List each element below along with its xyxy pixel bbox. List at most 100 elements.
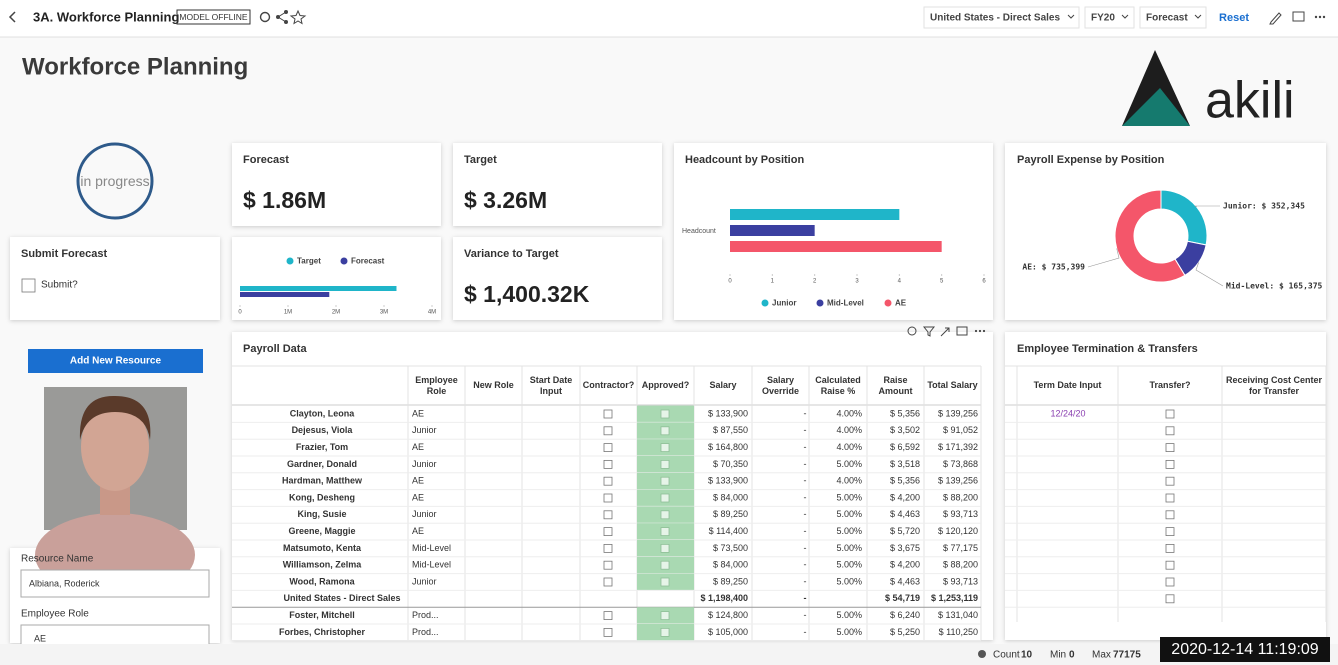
checkbox[interactable] — [660, 510, 670, 520]
checkbox[interactable] — [660, 544, 670, 553]
reset-button[interactable]: Reset — [1219, 12, 1249, 24]
legend-swatch — [286, 257, 294, 265]
checkbox[interactable] — [1165, 459, 1175, 469]
checkbox[interactable] — [1165, 493, 1175, 503]
checkbox[interactable] — [603, 409, 613, 419]
column-header-wrap: New Role — [473, 380, 514, 390]
table-cell: 5.00% — [836, 492, 862, 502]
table-cell: 5.00% — [836, 560, 862, 570]
table-cell: $ 4,200 — [890, 560, 920, 570]
table-cell: - — [804, 543, 807, 553]
legend-swatch — [340, 257, 348, 265]
add-button[interactable] — [28, 349, 203, 373]
table-cell: $ 5,250 — [890, 627, 920, 637]
checkbox[interactable] — [603, 527, 613, 536]
checkbox[interactable] — [660, 577, 670, 587]
leader-line — [1194, 205, 1220, 208]
checkbox[interactable] — [660, 426, 670, 436]
table-cell: $ 73,500 — [713, 543, 748, 553]
checkbox[interactable] — [1165, 527, 1175, 536]
filter-label[interactable]: Forecast — [1146, 13, 1188, 24]
table-toolbar[interactable] — [907, 326, 968, 337]
status-text: in progress — [80, 172, 150, 189]
checkbox[interactable] — [660, 459, 670, 469]
checkbox[interactable] — [1165, 476, 1175, 486]
x-tick-label: 0 — [238, 310, 242, 316]
table-title: Payroll Data — [243, 343, 307, 355]
card — [1005, 143, 1326, 320]
checkbox[interactable] — [1165, 426, 1175, 436]
filter-box[interactable] — [1084, 6, 1135, 29]
filter-box[interactable] — [1139, 6, 1207, 29]
back-button[interactable] — [8, 11, 16, 23]
table-cell: - — [804, 627, 807, 637]
checkbox[interactable] — [603, 544, 613, 553]
checkbox[interactable] — [603, 577, 613, 587]
stat-label: Min — [1050, 650, 1066, 661]
dropdown-chevron — [1194, 14, 1202, 19]
app-title: 3A. Workforce Planning — [33, 9, 179, 24]
filter-label[interactable]: United States - Direct Sales — [930, 13, 1060, 24]
checkbox[interactable] — [1165, 443, 1175, 453]
data-label: AE: $ 735,399 — [1022, 263, 1085, 272]
checkbox[interactable] — [603, 560, 613, 570]
comment-icon[interactable] — [1292, 11, 1305, 22]
table-cell: $ 84,000 — [713, 560, 748, 570]
x-tick-label: 3M — [380, 310, 388, 316]
table-cell: Mid-Level — [412, 543, 451, 553]
checkbox[interactable] — [660, 527, 670, 536]
add-button-label[interactable]: Add New Resource — [70, 356, 162, 367]
checkbox[interactable] — [603, 628, 613, 637]
status-ring — [76, 142, 154, 220]
legend-swatch — [761, 299, 769, 307]
bar — [240, 292, 330, 297]
checkbox[interactable] — [603, 510, 613, 520]
checkbox[interactable] — [603, 426, 613, 436]
filter-label[interactable]: FY20 — [1091, 13, 1115, 24]
filter-box[interactable] — [923, 6, 1080, 29]
card — [10, 237, 220, 320]
text-input[interactable] — [20, 569, 210, 598]
more-icon[interactable] — [974, 329, 986, 333]
x-tick-label: 2 — [813, 279, 817, 285]
refresh-icon[interactable] — [259, 11, 271, 23]
more-icon[interactable] — [1314, 15, 1326, 19]
share-icon[interactable] — [276, 10, 288, 24]
card — [1005, 332, 1326, 640]
column-header-wrap: Employee Role — [415, 375, 458, 396]
checkbox[interactable] — [603, 459, 613, 469]
table-cell: $ 1,253,119 — [931, 593, 978, 603]
card — [453, 237, 662, 320]
table-cell: Frazier, Tom — [296, 442, 348, 452]
chart-title: Headcount by Position — [685, 154, 804, 166]
checkbox[interactable] — [1165, 409, 1175, 419]
checkbox[interactable] — [1165, 594, 1175, 604]
checkbox[interactable] — [660, 476, 670, 486]
table-cell: 4.00% — [836, 476, 862, 486]
column-header-wrap: Salary Override — [762, 375, 799, 395]
checkbox[interactable] — [1165, 560, 1175, 570]
x-tick-label: 3 — [855, 279, 859, 285]
column-header-wrap: Start Date Input — [530, 375, 573, 395]
checkbox[interactable] — [603, 476, 613, 486]
checkbox[interactable] — [660, 560, 670, 570]
checkbox[interactable] — [660, 443, 670, 453]
table-cell: $ 89,250 — [713, 576, 748, 586]
checkbox[interactable] — [603, 443, 613, 453]
x-tick-label: 1 — [771, 279, 775, 285]
checkbox[interactable] — [1165, 510, 1175, 520]
checkbox[interactable] — [660, 628, 670, 637]
legend-label: Forecast — [351, 257, 385, 266]
checkbox[interactable] — [660, 493, 670, 503]
checkbox[interactable] — [1165, 577, 1175, 587]
checkbox[interactable] — [603, 611, 613, 620]
star-icon[interactable] — [289, 9, 307, 25]
checkbox[interactable] — [660, 611, 670, 620]
submit-checkbox[interactable] — [21, 278, 36, 293]
checkbox[interactable] — [1165, 544, 1175, 553]
checkbox[interactable] — [660, 409, 670, 419]
dropdown-chevron — [1067, 14, 1075, 19]
column-header: Employee Role — [415, 375, 458, 396]
edit-icon[interactable] — [1269, 12, 1282, 25]
checkbox[interactable] — [603, 493, 613, 503]
